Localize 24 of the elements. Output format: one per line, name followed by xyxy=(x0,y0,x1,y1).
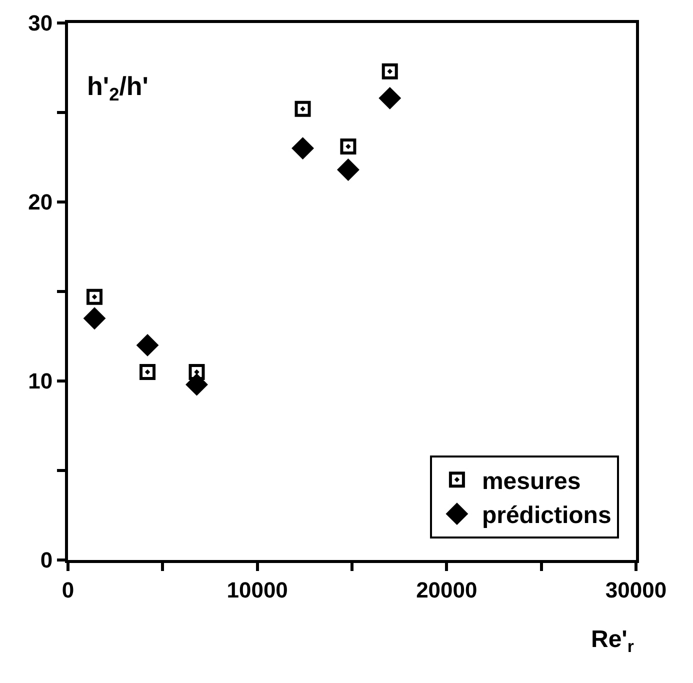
y-tick-label: 0 xyxy=(40,548,53,573)
point xyxy=(382,63,398,80)
point xyxy=(84,308,106,329)
x-tick-label: 30000 xyxy=(605,577,667,602)
point xyxy=(338,159,359,180)
x-tick-label: 10000 xyxy=(226,577,288,602)
y-tick-label: 20 xyxy=(28,190,53,215)
point xyxy=(186,374,208,396)
y-axis-title: h'$_{2}$/h' xyxy=(87,71,148,104)
x-tick-label: 0 xyxy=(62,577,74,602)
point xyxy=(292,138,314,159)
point xyxy=(294,100,311,117)
legend-label: prédictions xyxy=(482,502,612,530)
point xyxy=(136,334,158,356)
y-tick-label: 10 xyxy=(28,368,53,394)
point xyxy=(86,288,103,305)
point xyxy=(340,138,356,155)
point xyxy=(379,88,400,109)
x-axis-title: Re'$_{r}$ xyxy=(591,626,634,656)
y-tick-label: 30 xyxy=(28,10,53,36)
x-tick-label: 20000 xyxy=(416,577,478,602)
legend-label: mesures xyxy=(482,468,581,495)
point xyxy=(140,364,156,380)
point xyxy=(188,364,205,380)
